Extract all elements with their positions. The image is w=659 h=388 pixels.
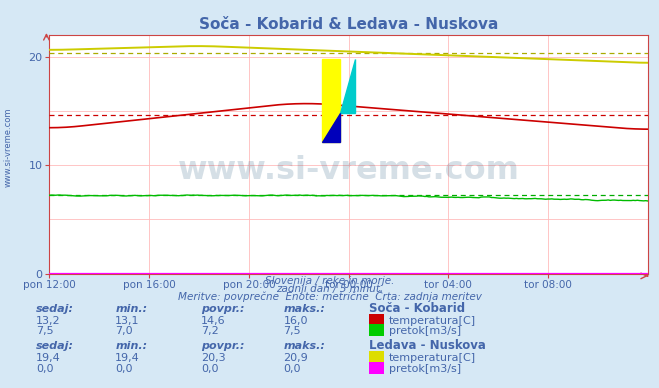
Bar <box>322 59 340 142</box>
Text: 7,0: 7,0 <box>115 326 133 336</box>
Text: 7,5: 7,5 <box>283 326 301 336</box>
Text: www.si-vreme.com: www.si-vreme.com <box>4 108 13 187</box>
Text: min.:: min.: <box>115 304 148 314</box>
Text: 7,5: 7,5 <box>36 326 54 336</box>
Text: pretok[m3/s]: pretok[m3/s] <box>389 326 461 336</box>
Text: 16,0: 16,0 <box>283 316 308 326</box>
Polygon shape <box>322 113 340 142</box>
Text: sedaj:: sedaj: <box>36 341 74 351</box>
Text: 14,6: 14,6 <box>201 316 225 326</box>
Text: 20,9: 20,9 <box>283 353 308 363</box>
Polygon shape <box>340 59 355 113</box>
Text: temperatura[C]: temperatura[C] <box>389 353 476 363</box>
Text: Slovenija / reke in morje.: Slovenija / reke in morje. <box>265 276 394 286</box>
Text: 19,4: 19,4 <box>36 353 61 363</box>
Text: 19,4: 19,4 <box>115 353 140 363</box>
Text: povpr.:: povpr.: <box>201 304 244 314</box>
Text: maks.:: maks.: <box>283 304 326 314</box>
Text: 0,0: 0,0 <box>36 364 54 374</box>
Text: Soča - Kobarid: Soča - Kobarid <box>369 302 465 315</box>
Text: www.si-vreme.com: www.si-vreme.com <box>178 156 519 186</box>
Text: 0,0: 0,0 <box>115 364 133 374</box>
Text: 0,0: 0,0 <box>201 364 219 374</box>
Text: 13,1: 13,1 <box>115 316 140 326</box>
Text: min.:: min.: <box>115 341 148 351</box>
Text: Meritve: povprečne  Enote: metrične  Črta: zadnja meritev: Meritve: povprečne Enote: metrične Črta:… <box>177 289 482 301</box>
Title: Soča - Kobarid & Ledava - Nuskova: Soča - Kobarid & Ledava - Nuskova <box>199 17 498 32</box>
Text: 0,0: 0,0 <box>283 364 301 374</box>
Text: 13,2: 13,2 <box>36 316 61 326</box>
Text: pretok[m3/s]: pretok[m3/s] <box>389 364 461 374</box>
Text: 20,3: 20,3 <box>201 353 225 363</box>
Text: temperatura[C]: temperatura[C] <box>389 316 476 326</box>
Text: zadnji dan / 5 minut.: zadnji dan / 5 minut. <box>276 284 383 294</box>
Text: povpr.:: povpr.: <box>201 341 244 351</box>
Text: maks.:: maks.: <box>283 341 326 351</box>
Text: Ledava - Nuskova: Ledava - Nuskova <box>369 339 486 352</box>
Text: sedaj:: sedaj: <box>36 304 74 314</box>
Text: 7,2: 7,2 <box>201 326 219 336</box>
